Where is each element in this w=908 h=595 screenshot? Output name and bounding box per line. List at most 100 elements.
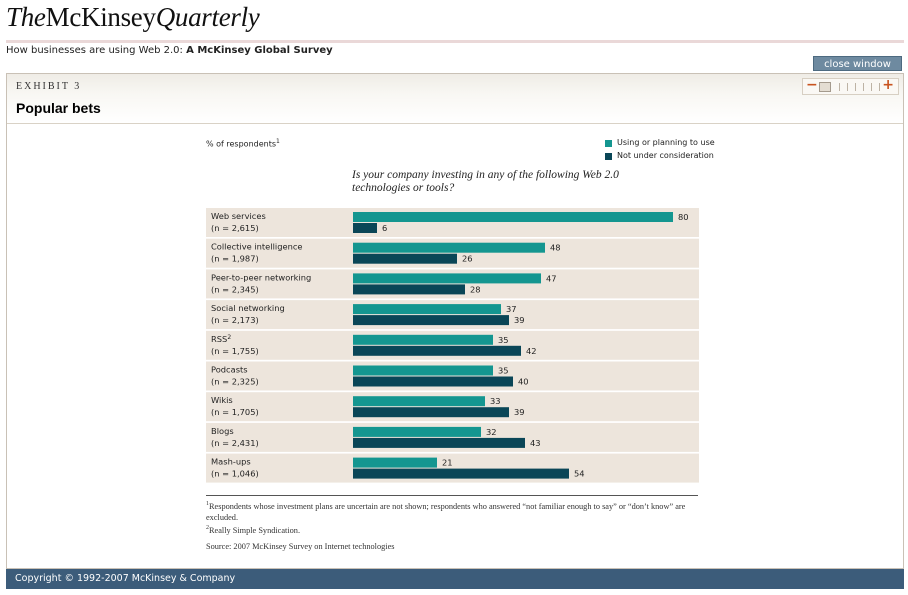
exhibit-title: Popular bets [16,100,101,116]
category-label: Wikis [211,395,233,405]
category-label: Mash-ups [211,457,251,467]
exhibit-header: EXHIBIT 3 Popular bets − + [7,74,903,124]
category-label: Social networking [211,303,285,313]
bar-not-considering [353,223,377,233]
data-label: 37 [506,304,517,314]
footnote-1-marker: 1 [206,501,209,507]
bar-using [353,304,501,315]
logo-quarterly: Quarterly [155,2,260,32]
footnote-2-marker: 2 [206,524,209,531]
data-label: 39 [514,315,525,325]
bar-not-considering [353,253,457,264]
bar-using [353,242,545,253]
legend-swatch-not-considering [605,153,612,160]
zoom-tick [879,83,880,91]
data-label: 21 [442,458,453,468]
bar-not-considering [353,284,465,295]
category-n-label: (n = 2,431) [211,438,259,448]
category-label: Podcasts [211,365,248,375]
data-label: 28 [470,284,481,294]
copyright-footer: Copyright © 1992-2007 McKinsey & Company [6,569,904,589]
bar-not-considering [353,345,521,356]
bar-not-considering [353,376,513,387]
chart-legend: Using or planning to use Not under consi… [605,139,715,165]
y-axis-label: % of respondents1 [206,138,280,149]
bar-using [353,426,481,437]
category-label: Collective intelligence [211,242,303,252]
legend-label-not-considering: Not under consideration [617,151,714,160]
data-label: 40 [518,377,529,387]
data-label: 32 [486,427,497,437]
data-label: 80 [678,212,689,222]
bar-using [353,396,485,407]
bar-using [353,457,437,468]
bar-using [353,212,673,222]
zoom-tick [855,83,856,91]
bar-using [353,273,541,284]
footnote-1-text: Respondents whose investment plans are u… [206,501,686,522]
article-title-bold: A McKinsey Global Survey [186,45,333,56]
category-n-label: (n = 1,987) [211,254,259,264]
quarterly-logo: TheMcKinseyQuarterly [6,2,260,33]
logo-mckinsey: McKinsey [45,2,156,32]
legend-item-not-considering: Not under consideration [605,152,715,165]
category-label: Web services [211,211,266,221]
header-divider [6,40,904,43]
data-label: 54 [574,469,585,479]
zoom-control: − + [802,77,899,95]
category-n-label: (n = 2,615) [211,223,259,233]
bar-not-considering [353,468,569,479]
legend-label-using: Using or planning to use [617,138,715,147]
data-label: 39 [514,407,525,417]
data-label: 47 [546,273,557,283]
footnote-1: 1Respondents whose investment plans are … [206,499,701,523]
data-label: 6 [382,223,387,233]
legend-swatch-using [605,140,612,147]
zoom-tick [847,83,848,91]
category-n-label: (n = 1,046) [211,469,259,479]
data-label: 42 [526,346,537,356]
category-n-label: (n = 2,173) [211,315,259,325]
data-label: 43 [530,438,541,448]
chart-question: Is your company investing in any of the … [352,169,619,194]
y-axis-label-sup: 1 [276,138,280,145]
category-n-label: (n = 1,705) [211,407,259,417]
bar-using [353,334,493,345]
category-n-label: (n = 1,755) [211,346,259,356]
category-n-label: (n = 2,325) [211,377,259,387]
y-axis-label-text: % of respondents [206,139,277,149]
data-label: 35 [498,366,509,376]
logo-the: The [6,2,46,32]
category-n-label: (n = 2,345) [211,284,259,294]
data-label: 33 [490,396,501,406]
bar-not-considering [353,315,509,326]
footnote-2-text: Really Simple Syndication. [209,525,301,535]
zoom-tick [863,83,864,91]
chart-bottom-rule [206,495,698,496]
footnote-2: 2Really Simple Syndication. [206,523,701,536]
zoom-slider[interactable] [819,82,881,92]
data-label: 35 [498,335,509,345]
bar-not-considering [353,437,525,448]
bar-not-considering [353,407,509,418]
data-label: 48 [550,243,561,253]
zoom-slider-thumb[interactable] [819,82,831,92]
zoom-out-icon[interactable]: − [806,77,818,93]
zoom-tick [839,83,840,91]
source-note: Source: 2007 McKinsey Survey on Internet… [206,541,395,551]
category-label: Peer-to-peer networking [211,272,311,282]
article-title: How businesses are using Web 2.0: A McKi… [6,45,333,56]
zoom-in-icon[interactable]: + [882,77,894,93]
footnotes: 1Respondents whose investment plans are … [206,499,701,552]
category-label: RSS2 [211,334,231,344]
zoom-tick [871,83,872,91]
data-label: 26 [462,254,473,264]
legend-item-using: Using or planning to use [605,139,715,152]
category-label: Blogs [211,426,234,436]
article-title-prefix: How businesses are using Web 2.0: [6,45,183,56]
bar-using [353,365,493,376]
close-window-button[interactable]: close window [813,56,902,71]
exhibit-number: EXHIBIT 3 [16,81,82,92]
category-label-sup: 2 [227,334,231,341]
